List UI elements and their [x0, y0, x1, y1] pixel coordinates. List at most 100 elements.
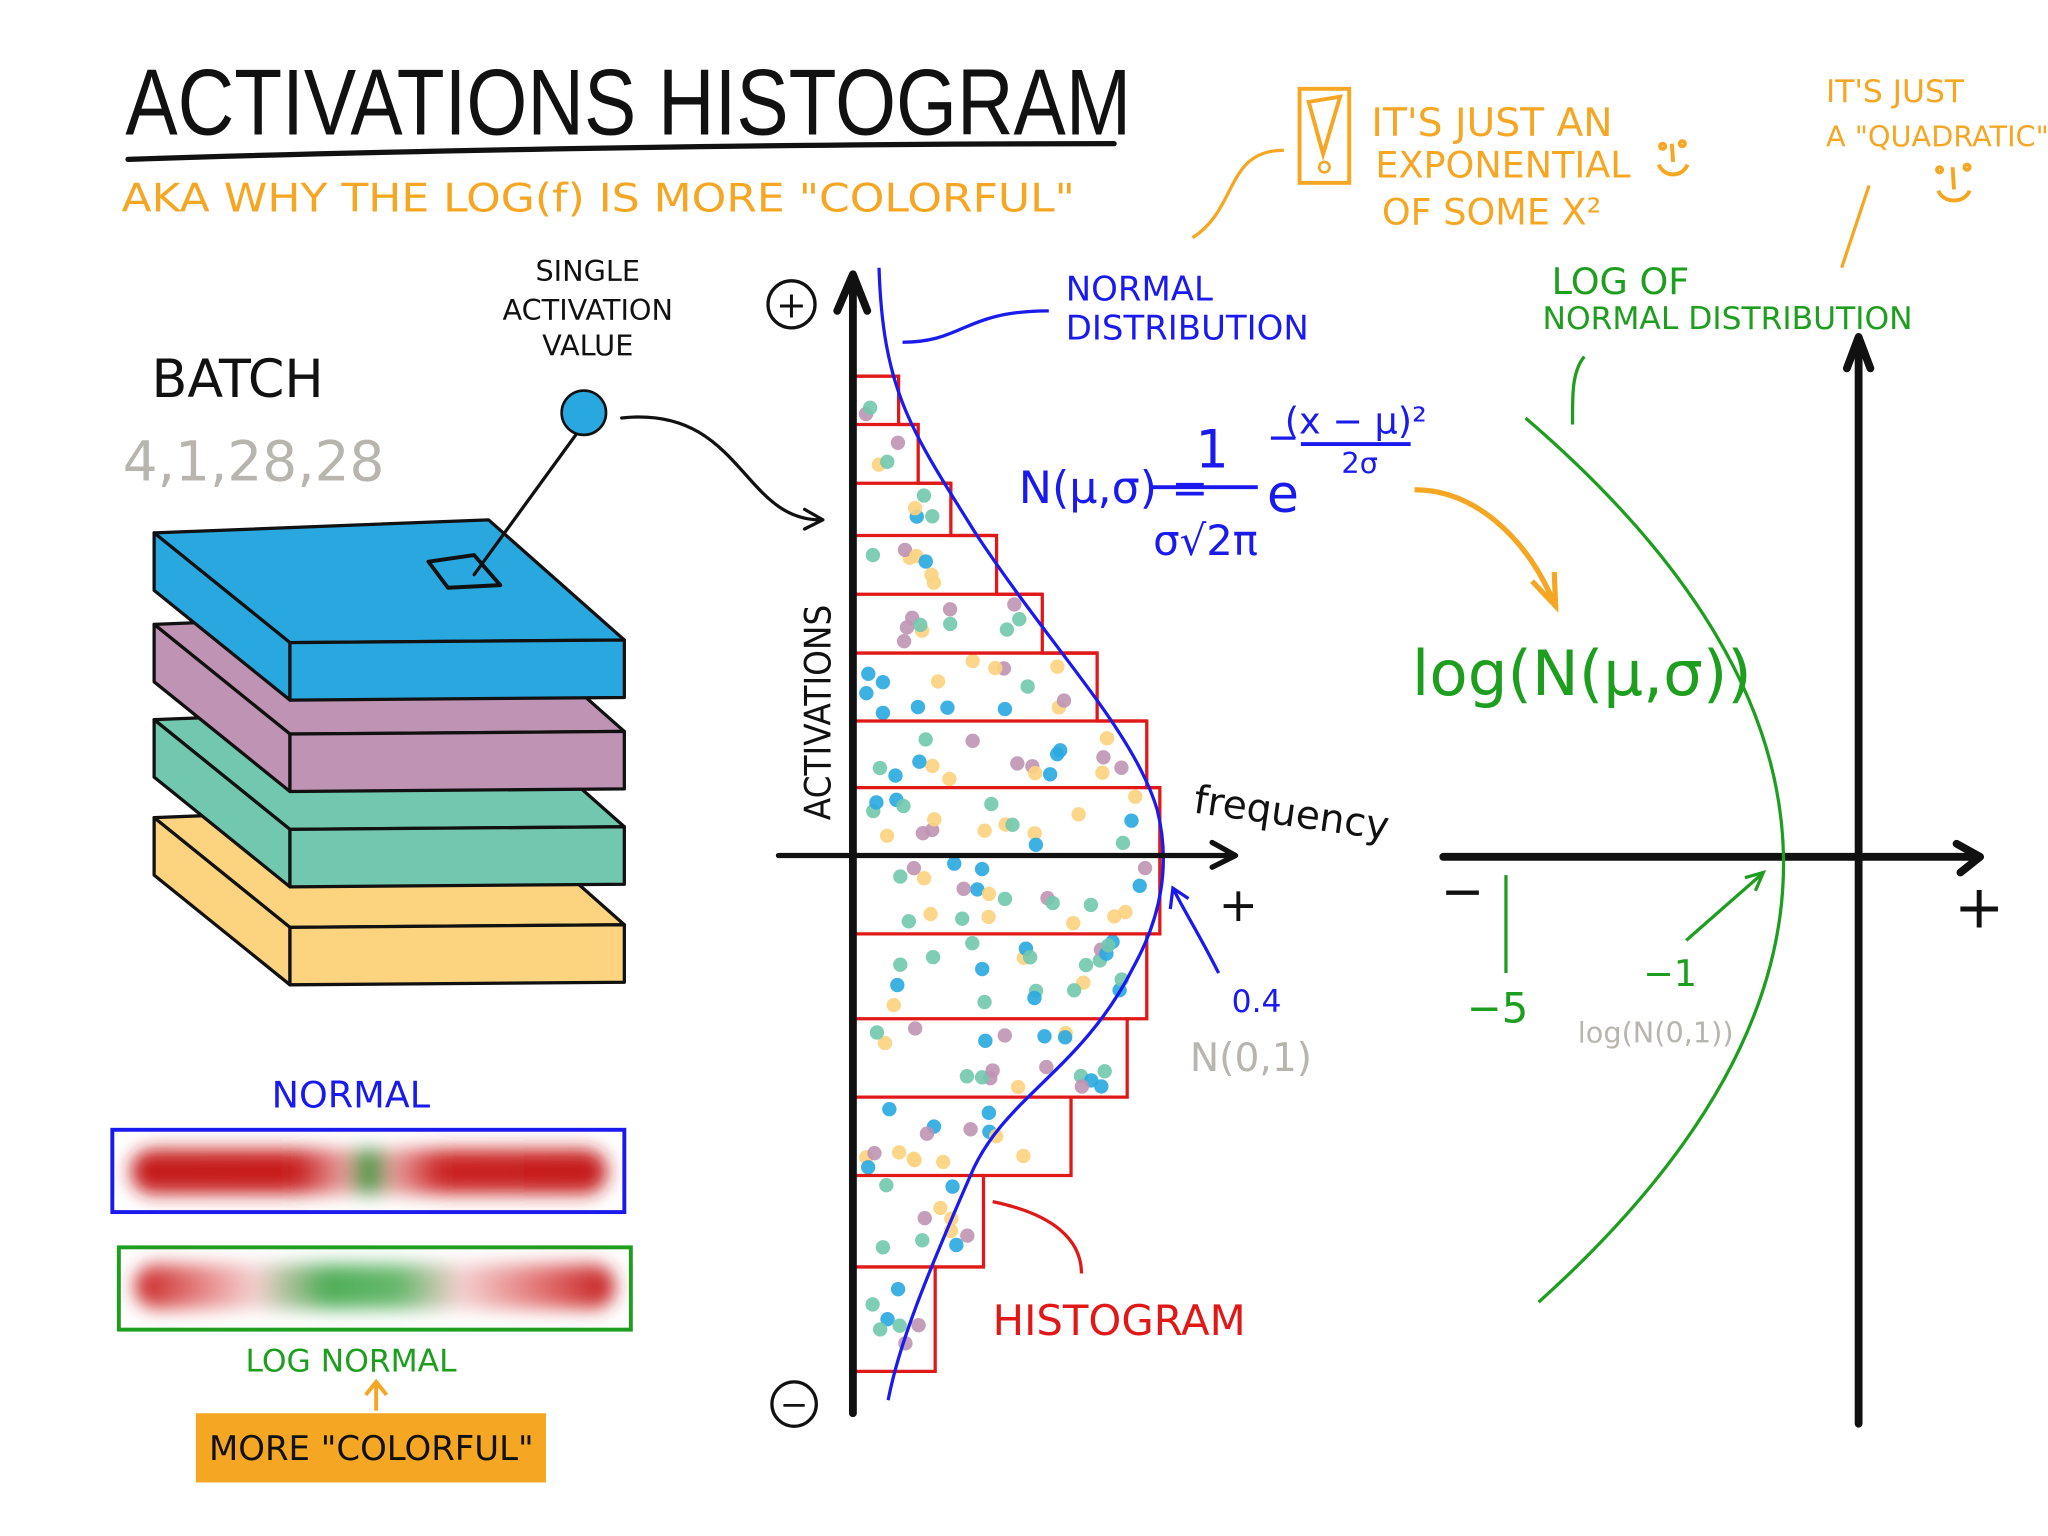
activation-dot — [1099, 731, 1115, 746]
activation-dot — [906, 860, 922, 876]
log-peak-dist: log(N(0,1)) — [1578, 1015, 1734, 1049]
activation-dot — [915, 1233, 930, 1248]
warning-box — [1297, 86, 1352, 185]
activation-dot — [913, 617, 928, 633]
activation-dot — [974, 861, 990, 877]
activation-dot — [1027, 990, 1042, 1006]
log-normal-gradient — [134, 1264, 616, 1309]
activation-dot — [1016, 1148, 1031, 1164]
activation-dot — [981, 1105, 997, 1120]
histogram-outline — [852, 374, 1162, 1374]
activation-dot — [965, 653, 980, 669]
log-y-axis — [1842, 333, 1875, 1428]
activation-dot — [1066, 983, 1082, 998]
quadratic-note-1: IT'S JUST — [1826, 74, 1965, 110]
more-colorful-badge: MORE "COLORFUL" — [195, 1413, 546, 1483]
activation-dot — [945, 1179, 960, 1194]
activation-dot — [1020, 679, 1035, 694]
activation-dot — [947, 856, 962, 871]
activation-dot — [869, 1025, 885, 1040]
activation-dot — [860, 1160, 876, 1175]
page-title: ACTIVATIONS HISTOGRAM — [125, 50, 1131, 155]
activation-dot — [949, 1237, 964, 1253]
batch-shape: 4,1,28,28 — [123, 430, 385, 494]
log-x-axis — [1439, 839, 1984, 877]
activation-dot — [875, 705, 891, 721]
activation-dot — [975, 961, 990, 977]
activation-dot — [959, 1069, 975, 1084]
activation-dot — [1124, 813, 1139, 828]
activation-dot — [916, 488, 932, 503]
activation-dot — [1083, 897, 1099, 913]
peak-arrow — [1168, 885, 1221, 974]
activation-dot — [965, 733, 980, 749]
activation-dot — [1050, 659, 1065, 674]
activation-dot — [956, 881, 971, 896]
activation-dot — [1101, 938, 1116, 953]
quadratic-leader — [1840, 184, 1871, 269]
activation-dot — [918, 732, 933, 747]
normal-leader — [902, 309, 1049, 344]
activation-dot — [1012, 612, 1027, 627]
activation-dot — [1095, 765, 1110, 780]
activation-dot — [1097, 1064, 1112, 1079]
activation-dot — [1045, 895, 1060, 911]
tick-minus5: −5 — [1467, 984, 1529, 1033]
tick-minus1: −1 — [1643, 952, 1697, 995]
activation-dot — [930, 674, 946, 689]
activation-dot — [1010, 756, 1025, 771]
activation-dot — [882, 1101, 897, 1117]
exponential-leader — [1191, 148, 1284, 240]
activation-dot — [999, 622, 1015, 637]
svg-text:+: + — [776, 283, 807, 326]
formula-to-log-arrow — [1414, 487, 1559, 613]
svg-text:1: 1 — [1195, 421, 1228, 481]
activation-dot — [981, 886, 997, 902]
batch-stack — [152, 518, 626, 987]
log-plot-title-1: LOG OF — [1552, 260, 1690, 303]
activation-dot — [893, 957, 908, 972]
activation-dot — [892, 1318, 907, 1333]
activation-dot — [916, 871, 932, 886]
activation-dot — [942, 602, 958, 617]
activation-dot — [997, 891, 1013, 907]
activation-dot — [879, 828, 895, 843]
activation-dot — [1022, 950, 1038, 965]
activation-dot — [970, 882, 985, 897]
svg-text:2σ: 2σ — [1341, 446, 1377, 480]
activation-dot — [901, 914, 916, 929]
activation-dot — [1107, 909, 1122, 924]
activation-dot — [918, 554, 933, 569]
activation-dot — [1027, 826, 1042, 841]
log-formula: log(N(μ,σ)) — [1412, 637, 1752, 710]
activation-dot — [865, 1297, 880, 1312]
plus-marker: + — [766, 279, 817, 330]
normal-curve — [877, 267, 1165, 1401]
single-activation-label-1: SINGLE — [535, 254, 640, 288]
single-activation-dot — [560, 389, 608, 437]
activation-dot — [880, 454, 895, 470]
activation-dot — [981, 909, 996, 925]
quadratic-note-2: A "QUADRATIC" — [1826, 119, 2048, 153]
activation-dot — [908, 1021, 923, 1036]
peak-dist: N(0,1) — [1190, 1036, 1312, 1081]
activation-dot — [977, 823, 992, 838]
activation-dot — [907, 501, 923, 516]
activation-dot — [1028, 766, 1043, 781]
activation-dot — [988, 660, 1003, 676]
activation-dot — [925, 758, 940, 774]
subtitle: AKA WHY THE LOG(f) IS MORE "COLORFUL" — [121, 177, 1074, 222]
activation-arrow — [620, 415, 825, 531]
activation-dot — [997, 701, 1013, 717]
activation-dot — [1039, 1059, 1054, 1075]
activation-dot — [1007, 597, 1022, 612]
normal-distribution-label-2: DISTRIBUTION — [1066, 309, 1309, 349]
activation-dot — [880, 1312, 895, 1327]
activation-dot — [1132, 878, 1147, 893]
activation-dot — [907, 1153, 922, 1168]
exclamation-box-icon — [1306, 94, 1343, 162]
normal-gradient — [130, 1149, 608, 1194]
activation-dot — [974, 1070, 990, 1085]
single-activation-label-3: VALUE — [542, 328, 633, 362]
minus-marker: − — [770, 1380, 818, 1428]
